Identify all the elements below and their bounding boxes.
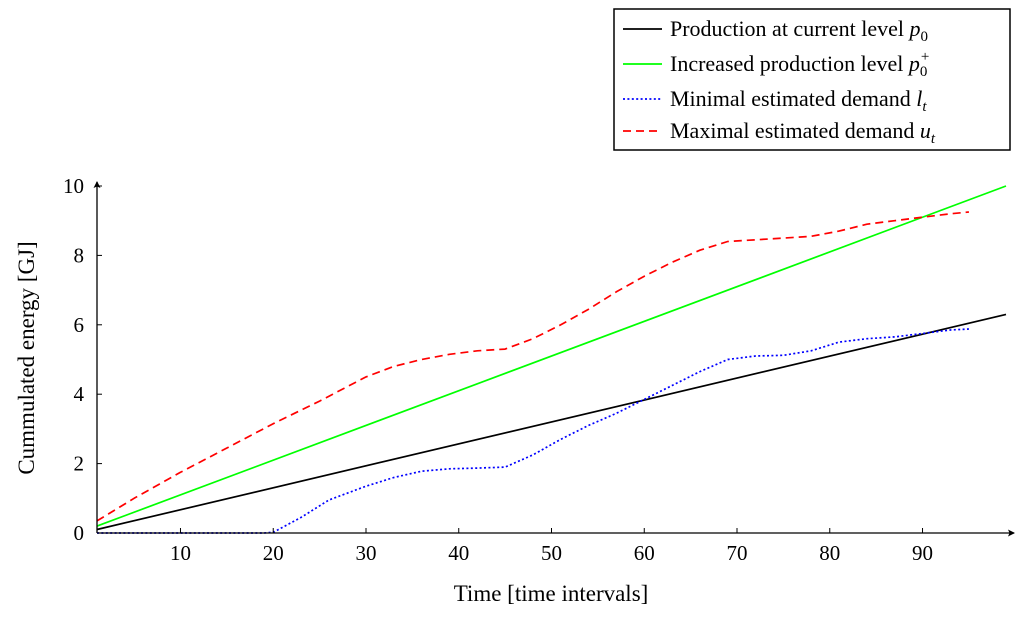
legend: Production at current level p0 Increased … [613,8,1011,151]
legend-label-1: Production at current level p0 [670,16,928,45]
y-tick-label: 10 [63,174,84,198]
x-tick-label: 40 [448,541,469,565]
x-tick-label: 50 [541,541,562,565]
series-line-1 [96,313,1007,531]
series-line-2 [96,185,1007,527]
y-tick-label: 2 [74,452,85,476]
series-line-3 [97,328,969,534]
legend-label-3: Minimal estimated demand lt [670,86,927,115]
x-tick-label: 90 [912,541,933,565]
y-tick-label: 6 [74,313,85,337]
y-tick-label: 0 [74,521,85,545]
x-tick-label: 70 [727,541,748,565]
x-tick-label: 80 [819,541,840,565]
y-tick-label: 8 [74,243,85,267]
x-axis-title: Time [time intervals] [454,581,649,606]
plot-lines [96,185,1007,534]
x-tick-label: 20 [263,541,284,565]
x-tick-label: 30 [355,541,376,565]
x-tick-label: 60 [634,541,655,565]
series-line-4 [96,211,969,522]
legend-box [613,8,1011,151]
x-tick-label: 10 [170,541,191,565]
legend-label-2: Increased production level p0+ [670,49,929,80]
x-axis-arrow [1008,529,1015,537]
y-axis-title: Cummulated energy [GJ] [14,241,39,474]
y-tick-label: 4 [74,382,85,406]
ticks: 10 20 30 40 50 60 70 80 90 0 2 4 6 8 10 [63,174,933,565]
legend-label-4: Maximal estimated demand ut [670,118,936,147]
